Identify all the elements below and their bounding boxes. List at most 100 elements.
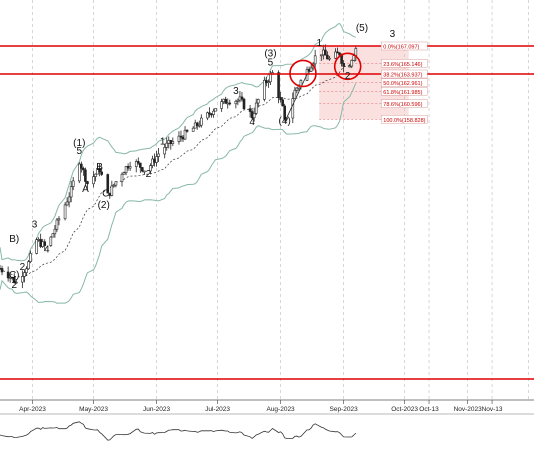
wave-label: 3 bbox=[390, 29, 396, 40]
candle-body bbox=[191, 127, 195, 132]
candle bbox=[240, 91, 244, 102]
candle-body bbox=[336, 51, 339, 54]
candle-body bbox=[39, 239, 42, 247]
candle-body bbox=[23, 272, 26, 277]
candle bbox=[6, 266, 10, 282]
wave-label: (2) bbox=[98, 200, 110, 211]
candle bbox=[92, 171, 95, 188]
candle bbox=[228, 99, 232, 106]
candle bbox=[63, 202, 67, 221]
fib-label: 23.6%(165.146) bbox=[383, 62, 422, 68]
candle-body bbox=[84, 169, 87, 182]
candle bbox=[86, 180, 89, 190]
candle-body bbox=[163, 147, 166, 155]
candle bbox=[256, 98, 260, 108]
candle-body bbox=[295, 87, 299, 91]
fib-label: 38.2%(163.937) bbox=[383, 73, 422, 79]
candle bbox=[29, 250, 32, 264]
candle-body bbox=[185, 129, 189, 132]
candle bbox=[212, 108, 215, 118]
candle-body bbox=[236, 99, 240, 102]
x-tick-label: Nov-2023 bbox=[454, 406, 483, 413]
candle bbox=[348, 63, 352, 68]
candle-body bbox=[112, 184, 116, 187]
candle bbox=[120, 172, 124, 187]
x-tick-label: May-2023 bbox=[79, 406, 108, 413]
x-tick-label: Aug-2023 bbox=[266, 406, 295, 413]
candle bbox=[328, 55, 331, 61]
candle bbox=[242, 97, 246, 110]
candle bbox=[14, 279, 18, 284]
candle-body bbox=[122, 172, 126, 175]
candle-body bbox=[14, 281, 18, 284]
candle-body bbox=[208, 112, 211, 115]
candle-body bbox=[0, 268, 4, 273]
candle-body bbox=[67, 196, 71, 203]
candle-body bbox=[328, 57, 331, 60]
candle-body bbox=[293, 89, 297, 99]
candle-body bbox=[263, 80, 266, 100]
wave-label: (4) bbox=[279, 116, 291, 127]
candle bbox=[106, 173, 110, 194]
candle bbox=[283, 103, 286, 121]
candle-body bbox=[143, 170, 146, 173]
x-tick-label: Nov-13 bbox=[482, 406, 503, 413]
candle bbox=[149, 163, 152, 175]
candle bbox=[279, 91, 282, 103]
oscillator-panel bbox=[0, 413, 534, 441]
candle-body bbox=[313, 55, 317, 65]
candle-body bbox=[134, 161, 138, 167]
candle bbox=[65, 197, 69, 206]
candle-body bbox=[265, 80, 268, 84]
candle-body bbox=[226, 102, 230, 105]
candle bbox=[139, 162, 142, 173]
candle bbox=[191, 126, 195, 132]
x-tick-label: Sep-2023 bbox=[330, 406, 359, 413]
candle bbox=[236, 98, 240, 106]
candle-body bbox=[291, 98, 295, 119]
wave-label: (3) bbox=[264, 49, 276, 60]
candle bbox=[12, 273, 16, 284]
candle bbox=[27, 259, 30, 270]
candle-body bbox=[106, 174, 110, 194]
candle-body bbox=[27, 261, 30, 270]
candle bbox=[183, 126, 187, 140]
candle-body bbox=[92, 176, 95, 185]
candle-body bbox=[57, 218, 61, 221]
candle-body bbox=[100, 171, 103, 175]
wave-label: 1 bbox=[316, 38, 322, 49]
candle bbox=[53, 224, 57, 238]
wave-label: 2 bbox=[146, 169, 152, 180]
candle-body bbox=[334, 51, 337, 59]
candle bbox=[254, 98, 258, 116]
candle bbox=[281, 97, 284, 107]
candle-body bbox=[114, 181, 118, 186]
wave-label: 5 bbox=[77, 146, 83, 157]
candle-body bbox=[240, 96, 244, 100]
candle-body bbox=[49, 236, 53, 246]
candle-body bbox=[267, 81, 270, 84]
candle bbox=[313, 49, 317, 70]
fib-label: 61.8%(161.985) bbox=[383, 90, 422, 96]
wave-label: 1 bbox=[160, 136, 166, 147]
candle-body bbox=[307, 69, 311, 72]
candle-body bbox=[37, 239, 40, 241]
wave-label: (5) bbox=[356, 23, 368, 34]
candle-body bbox=[279, 97, 282, 101]
fib-label-box bbox=[381, 99, 428, 108]
candle-body bbox=[35, 239, 38, 254]
candle-body bbox=[55, 219, 59, 230]
fib-label-box bbox=[381, 78, 428, 87]
trend-line bbox=[284, 74, 308, 123]
wave-label: 4 bbox=[44, 244, 50, 255]
candle-body bbox=[210, 113, 213, 116]
highlight-circle bbox=[289, 59, 317, 88]
candle-body bbox=[214, 108, 217, 112]
candle-body bbox=[167, 140, 171, 144]
candle-body bbox=[86, 181, 89, 185]
candles bbox=[0, 44, 358, 289]
candle-body bbox=[94, 173, 97, 177]
candle-body bbox=[120, 173, 124, 182]
